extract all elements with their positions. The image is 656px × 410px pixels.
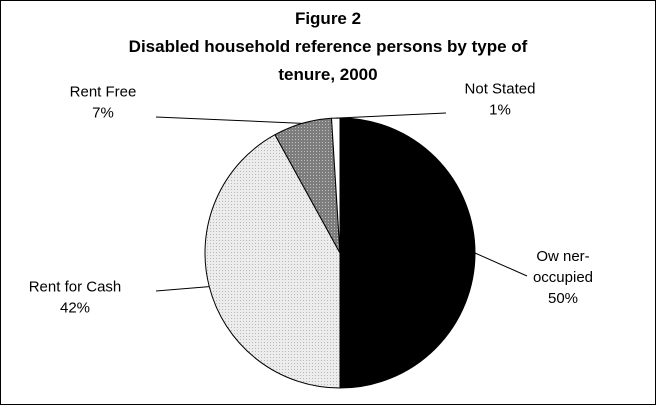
leader-line-2: [155, 116, 303, 124]
leader-line-0: [474, 252, 528, 277]
leader-line-1: [155, 286, 210, 292]
slice-value-label-3: 1%: [489, 102, 511, 119]
chart-title-line-2: Disabled household reference persons by …: [129, 37, 528, 56]
pie-slices: [204, 117, 476, 389]
slice-value-label-0: 50%: [548, 290, 578, 307]
slice-name-label-3: Not Stated: [465, 81, 536, 98]
leader-line-3: [335, 112, 447, 119]
slice-name-label-2: Rent Free: [70, 84, 137, 101]
slice-labels: Ow ner-occupied 50% Rent for Cash 42% Rent F…: [29, 81, 593, 317]
chart-title-line-1: Figure 2: [295, 9, 361, 28]
leader-lines: [155, 112, 528, 292]
slice-name-label-1: Rent for Cash: [29, 279, 122, 296]
slice-value-label-2: 7%: [92, 105, 114, 122]
slice-value-label-1: 42%: [60, 300, 90, 317]
slice-name-label-0: occupied: [533, 269, 593, 286]
slice-name-label-0: Ow ner-: [536, 248, 589, 265]
chart-title-line-3: tenure, 2000: [278, 65, 377, 84]
pie-slice-1: [204, 134, 341, 389]
